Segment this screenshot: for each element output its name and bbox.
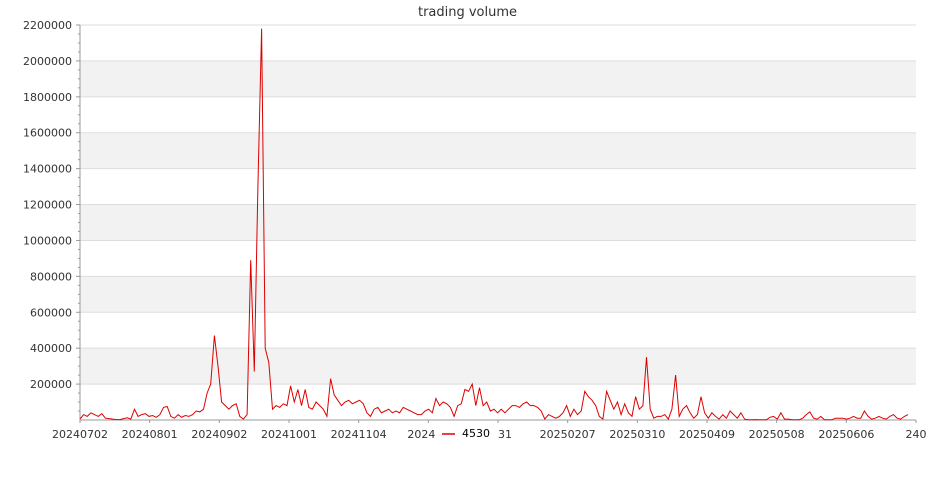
x-tick-label: 20240902: [191, 428, 247, 441]
x-tick-label: 20241104: [331, 428, 387, 441]
y-tick-label: 200000: [30, 378, 72, 391]
x-tick-label: 20250606: [818, 428, 874, 441]
y-tick-label: 600000: [30, 306, 72, 319]
x-tick-label: 20250508: [749, 428, 805, 441]
legend: 4530: [436, 424, 498, 444]
y-tick-label: 1600000: [23, 127, 72, 140]
x-tick-label: 20250310: [609, 428, 665, 441]
plot-background-bands: [80, 60, 916, 385]
y-tick-label: 1200000: [23, 199, 72, 212]
background-band: [80, 132, 916, 169]
y-tick-label: 400000: [30, 342, 72, 355]
y-tick-label: 1400000: [23, 163, 72, 176]
x-tick-label: 20240702: [52, 428, 108, 441]
y-gridlines: [80, 24, 916, 385]
background-band: [80, 276, 916, 313]
legend-label: 4530: [462, 427, 490, 440]
y-tick-label: 800000: [30, 270, 72, 283]
x-tick-label: 20240801: [122, 428, 178, 441]
series-group: [79, 28, 909, 421]
background-band: [80, 60, 916, 97]
x-tick-label: 240: [906, 428, 927, 441]
y-tick-label: 2000000: [23, 55, 72, 68]
y-axis-ticks: 200000 400000 600000 800000 1000000 1200000 14…: [23, 19, 80, 412]
chart-title: trading volume: [418, 5, 517, 20]
series-line-4530: [79, 28, 909, 421]
x-tick-label: 20250409: [679, 428, 735, 441]
background-band: [80, 204, 916, 241]
y-tick-label: 1000000: [23, 234, 72, 247]
x-tick-label: 20250207: [540, 428, 596, 441]
y-tick-label: 1800000: [23, 91, 72, 104]
legend-background: [436, 424, 498, 444]
background-band: [80, 348, 916, 385]
x-tick-label: 20241001: [261, 428, 317, 441]
y-tick-label: 2200000: [23, 19, 72, 32]
